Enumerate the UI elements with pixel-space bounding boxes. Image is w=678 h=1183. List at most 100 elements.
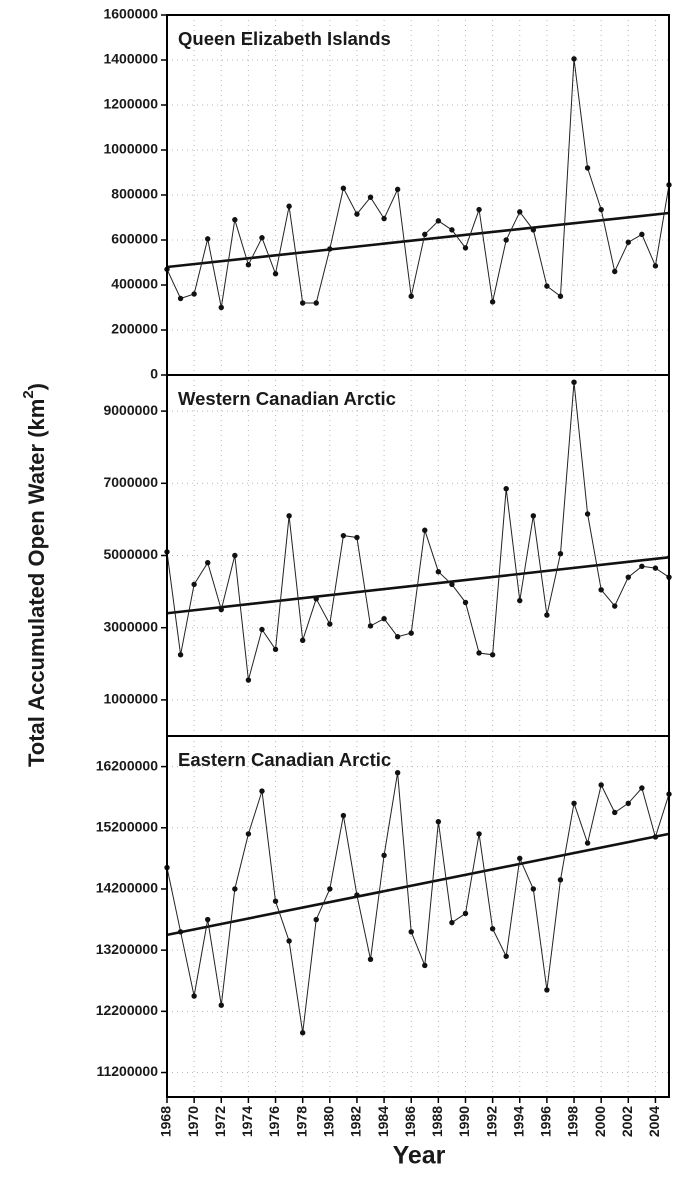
- data-point: [517, 598, 522, 603]
- data-point: [232, 217, 237, 222]
- data-point: [259, 788, 264, 793]
- x-tick-label: 1998: [565, 1106, 581, 1137]
- panel-title: Eastern Canadian Arctic: [178, 749, 391, 770]
- data-point: [232, 553, 237, 558]
- data-point: [273, 899, 278, 904]
- data-point: [436, 218, 441, 223]
- x-tick-label: 1968: [158, 1106, 174, 1137]
- data-point: [409, 929, 414, 934]
- data-point: [476, 831, 481, 836]
- data-point: [490, 652, 495, 657]
- grid-lines: [167, 736, 669, 1097]
- data-point: [517, 209, 522, 214]
- x-tick-label: 1992: [483, 1106, 499, 1137]
- series-line: [167, 382, 669, 680]
- data-point: [341, 533, 346, 538]
- data-point: [314, 596, 319, 601]
- series-line: [167, 773, 669, 1033]
- data-point: [327, 246, 332, 251]
- data-point: [490, 926, 495, 931]
- data-point: [368, 623, 373, 628]
- data-point: [653, 263, 658, 268]
- panel-frame: [167, 736, 669, 1097]
- y-tick-label: 1200000: [103, 96, 158, 112]
- data-point: [219, 305, 224, 310]
- trend-line: [167, 834, 669, 935]
- data-point: [341, 186, 346, 191]
- x-tick-label: 2000: [592, 1106, 608, 1137]
- y-tick-label: 600000: [111, 231, 158, 247]
- data-point: [422, 963, 427, 968]
- data-point: [544, 283, 549, 288]
- data-point: [205, 236, 210, 241]
- y-tick-label: 7000000: [103, 474, 158, 490]
- data-point: [246, 831, 251, 836]
- data-point: [585, 840, 590, 845]
- x-tick-label: 1996: [538, 1106, 554, 1137]
- data-point: [463, 245, 468, 250]
- data-point: [381, 216, 386, 221]
- data-point: [354, 892, 359, 897]
- data-point: [327, 621, 332, 626]
- data-point: [395, 770, 400, 775]
- data-point: [612, 810, 617, 815]
- y-tick-label: 1000000: [103, 141, 158, 157]
- y-axis-title: Total Accumulated Open Water (km2): [20, 383, 49, 767]
- data-point: [409, 630, 414, 635]
- x-tick-label: 1970: [185, 1106, 201, 1137]
- x-tick-label: 2004: [646, 1106, 662, 1137]
- data-point: [598, 587, 603, 592]
- data-point: [191, 993, 196, 998]
- y-tick-label: 200000: [111, 321, 158, 337]
- data-point: [449, 582, 454, 587]
- x-tick-label: 1988: [429, 1106, 445, 1137]
- x-tick-label: 1976: [266, 1106, 282, 1137]
- y-tick-label: 9000000: [103, 402, 158, 418]
- data-point: [585, 165, 590, 170]
- data-point: [381, 853, 386, 858]
- data-point: [232, 886, 237, 891]
- y-tick-label: 1400000: [103, 51, 158, 67]
- y-tick-label: 400000: [111, 276, 158, 292]
- data-point: [286, 204, 291, 209]
- data-point: [178, 296, 183, 301]
- data-point: [314, 917, 319, 922]
- data-point: [381, 616, 386, 621]
- data-point: [626, 574, 631, 579]
- data-point: [571, 380, 576, 385]
- data-point: [476, 650, 481, 655]
- data-point: [395, 187, 400, 192]
- y-tick-label: 1600000: [103, 6, 158, 22]
- data-point: [476, 207, 481, 212]
- data-point: [436, 569, 441, 574]
- data-point: [273, 647, 278, 652]
- x-tick-label: 1986: [402, 1106, 418, 1137]
- series-line: [167, 59, 669, 308]
- y-tick-label: 800000: [111, 186, 158, 202]
- data-point: [531, 227, 536, 232]
- data-point: [653, 834, 658, 839]
- data-point: [341, 813, 346, 818]
- panel-title: Queen Elizabeth Islands: [178, 28, 391, 49]
- data-point: [205, 917, 210, 922]
- grid-lines: [167, 375, 669, 736]
- data-point: [300, 300, 305, 305]
- data-point: [246, 677, 251, 682]
- data-point: [571, 801, 576, 806]
- data-point: [544, 987, 549, 992]
- data-point: [598, 207, 603, 212]
- data-point: [259, 235, 264, 240]
- y-tick-label: 16200000: [96, 757, 159, 773]
- data-point: [422, 528, 427, 533]
- x-tick-label: 1994: [510, 1106, 526, 1137]
- data-point: [531, 513, 536, 518]
- data-point: [300, 638, 305, 643]
- data-point: [368, 195, 373, 200]
- x-tick-label: 1984: [375, 1106, 391, 1137]
- data-point: [191, 582, 196, 587]
- data-point: [286, 513, 291, 518]
- data-point: [436, 819, 441, 824]
- y-tick-label: 12200000: [96, 1002, 159, 1018]
- grid-lines: [167, 15, 669, 375]
- y-axis-title-text: Total Accumulated Open Water (km: [24, 399, 49, 767]
